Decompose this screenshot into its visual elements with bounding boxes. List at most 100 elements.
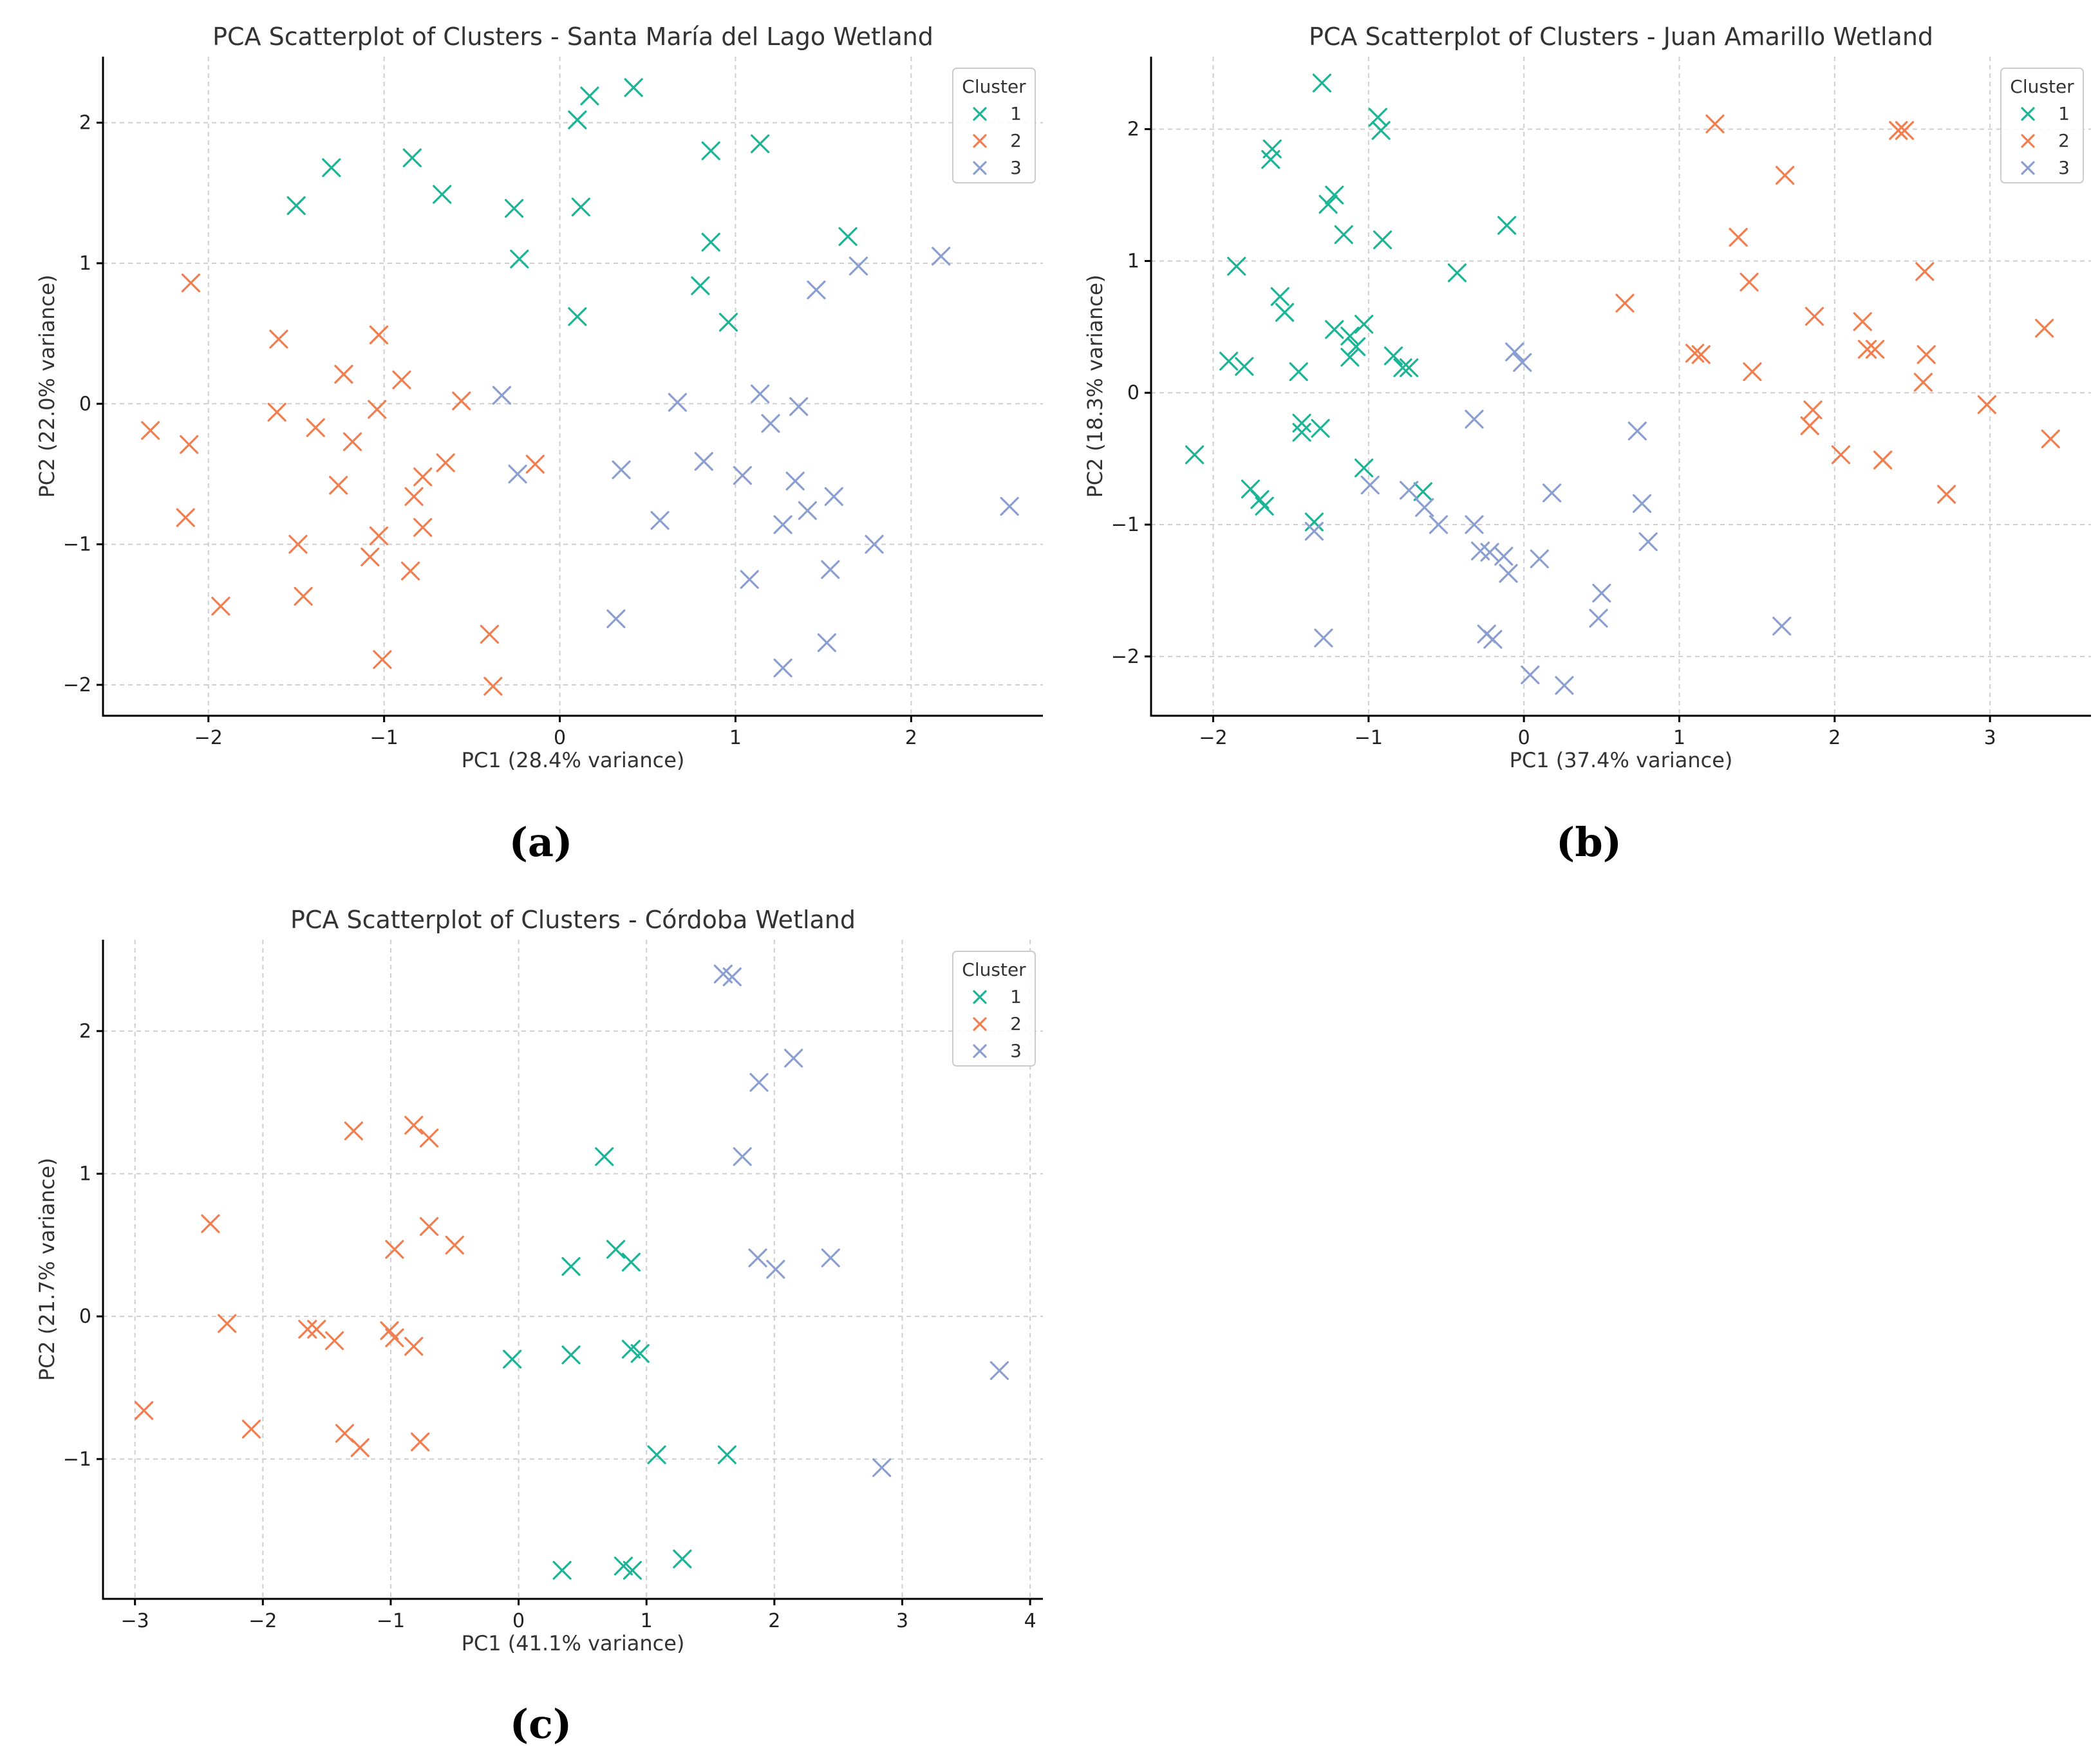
- data-point-cluster-2: [436, 453, 455, 472]
- data-point-cluster-1: [510, 249, 529, 269]
- data-point-cluster-3: [668, 393, 687, 412]
- x-tick-label: 0: [512, 1610, 525, 1632]
- data-point-cluster-3: [1505, 342, 1524, 362]
- data-point-cluster-1: [623, 1561, 642, 1580]
- data-point-cluster-2: [1691, 345, 1711, 364]
- panel-label: (c): [510, 1701, 572, 1748]
- x-axis-label: PC1 (41.1% variance): [462, 1631, 685, 1656]
- data-point-cluster-2: [306, 418, 325, 438]
- data-point-cluster-2: [1865, 340, 1885, 359]
- legend-label-cluster-1: 1: [2058, 103, 2070, 124]
- data-point-cluster-2: [1803, 400, 1823, 420]
- data-point-cluster-1: [503, 1350, 522, 1369]
- legend-box: [952, 951, 1036, 1067]
- data-point-cluster-3: [612, 460, 631, 480]
- data-point-cluster-1: [606, 1240, 626, 1259]
- data-point-cluster-3: [1399, 481, 1419, 500]
- legend: Cluster 1 2 3: [2000, 68, 2084, 183]
- x-tick-label: 2: [768, 1610, 780, 1632]
- data-point-cluster-2: [201, 1214, 220, 1233]
- data-point-cluster-1: [1304, 512, 1324, 532]
- data-point-cluster-2: [335, 1424, 355, 1443]
- y-axis-label: PC2 (18.3% variance): [1083, 275, 1107, 498]
- data-point-cluster-2: [294, 586, 313, 606]
- data-point-cluster-1: [1346, 337, 1366, 357]
- y-tick-label: −1: [1111, 514, 1139, 536]
- data-point-cluster-3: [1555, 676, 1574, 695]
- data-point-cluster-2: [1915, 262, 1935, 281]
- data-point-cluster-1: [1393, 358, 1412, 377]
- x-tick-label: 2: [905, 727, 917, 749]
- data-point-cluster-3: [1589, 608, 1608, 628]
- legend-box: [952, 68, 1036, 183]
- data-point-cluster-2: [1936, 485, 1956, 504]
- data-point-cluster-3: [848, 256, 868, 275]
- x-tick-label: 0: [554, 727, 566, 749]
- y-tick-label: 2: [79, 1020, 91, 1043]
- data-point-cluster-2: [176, 508, 195, 527]
- data-point-cluster-2: [483, 676, 503, 696]
- data-point-cluster-1: [701, 232, 720, 252]
- data-point-cluster-3: [824, 487, 843, 506]
- y-tick-label: 0: [79, 1305, 91, 1328]
- data-point-cluster-1: [1371, 121, 1391, 140]
- data-point-cluster-2: [369, 325, 389, 344]
- axis-spines: [102, 57, 1043, 717]
- data-point-cluster-3: [492, 386, 512, 405]
- data-point-cluster-2: [413, 467, 433, 487]
- data-point-cluster-3: [773, 515, 792, 534]
- data-point-cluster-3: [1632, 494, 1652, 513]
- data-point-cluster-2: [1857, 340, 1877, 359]
- legend-label-cluster-1: 1: [1010, 103, 1022, 124]
- data-point-cluster-2: [342, 432, 362, 451]
- data-point-cluster-1: [621, 1339, 641, 1359]
- x-tick-label: 2: [1828, 727, 1841, 749]
- data-point-cluster-1: [624, 78, 643, 97]
- data-point-cluster-2: [307, 1320, 326, 1339]
- axis-spines: [102, 940, 1043, 1600]
- legend-marker-cluster-3: [973, 161, 987, 175]
- data-point-cluster-1: [1355, 315, 1374, 334]
- data-point-cluster-3: [1494, 546, 1514, 566]
- x-tick-label: −1: [370, 727, 398, 749]
- legend-label-cluster-2: 2: [1010, 1013, 1022, 1034]
- data-point-cluster-1: [614, 1556, 633, 1576]
- y-tick-label: 2: [79, 112, 91, 135]
- data-point-cluster-1: [1185, 445, 1205, 465]
- data-point-cluster-2: [413, 518, 433, 537]
- data-point-cluster-3: [751, 384, 770, 404]
- data-point-cluster-2: [400, 561, 420, 581]
- data-point-cluster-1: [561, 1256, 581, 1276]
- data-point-cluster-2: [452, 391, 471, 411]
- x-tick-label: 4: [1024, 1610, 1036, 1632]
- data-point-cluster-1: [322, 158, 341, 178]
- y-axis-label: PC2 (21.7% variance): [35, 1158, 59, 1381]
- data-point-cluster-3: [650, 510, 670, 530]
- data-point-cluster-3: [1627, 422, 1647, 441]
- data-point-cluster-1: [630, 1344, 650, 1363]
- data-point-cluster-3: [1465, 515, 1484, 534]
- x-tick-label: −2: [248, 1610, 277, 1632]
- x-tick-label: 3: [896, 1610, 908, 1632]
- data-point-cluster-1: [701, 141, 720, 160]
- data-point-cluster-2: [404, 1115, 424, 1135]
- legend-marker-cluster-1: [973, 107, 987, 121]
- data-point-cluster-2: [368, 400, 387, 419]
- data-point-cluster-2: [1800, 416, 1819, 436]
- data-point-cluster-2: [1853, 312, 1872, 331]
- panel-label: (a): [509, 819, 573, 866]
- data-point-cluster-3: [694, 452, 713, 471]
- data-point-cluster-1: [1368, 107, 1387, 127]
- data-point-cluster-3: [785, 471, 805, 490]
- chart-panel-1: −2 −1 0 1 2 −2 −1 0 1 2 PCA Scatterplot of Cluster…: [35, 23, 1043, 866]
- data-point-cluster-1: [718, 313, 738, 332]
- data-point-cluster-2: [392, 370, 411, 389]
- data-point-cluster-1: [1261, 150, 1280, 169]
- y-tick-label: 1: [79, 252, 91, 275]
- legend-box: [2000, 68, 2084, 183]
- data-point-cluster-1: [691, 276, 710, 295]
- data-point-cluster-2: [1743, 362, 1762, 382]
- y-tick-label: 1: [1127, 250, 1139, 272]
- data-point-cluster-1: [1227, 257, 1246, 276]
- data-point-cluster-2: [181, 273, 201, 293]
